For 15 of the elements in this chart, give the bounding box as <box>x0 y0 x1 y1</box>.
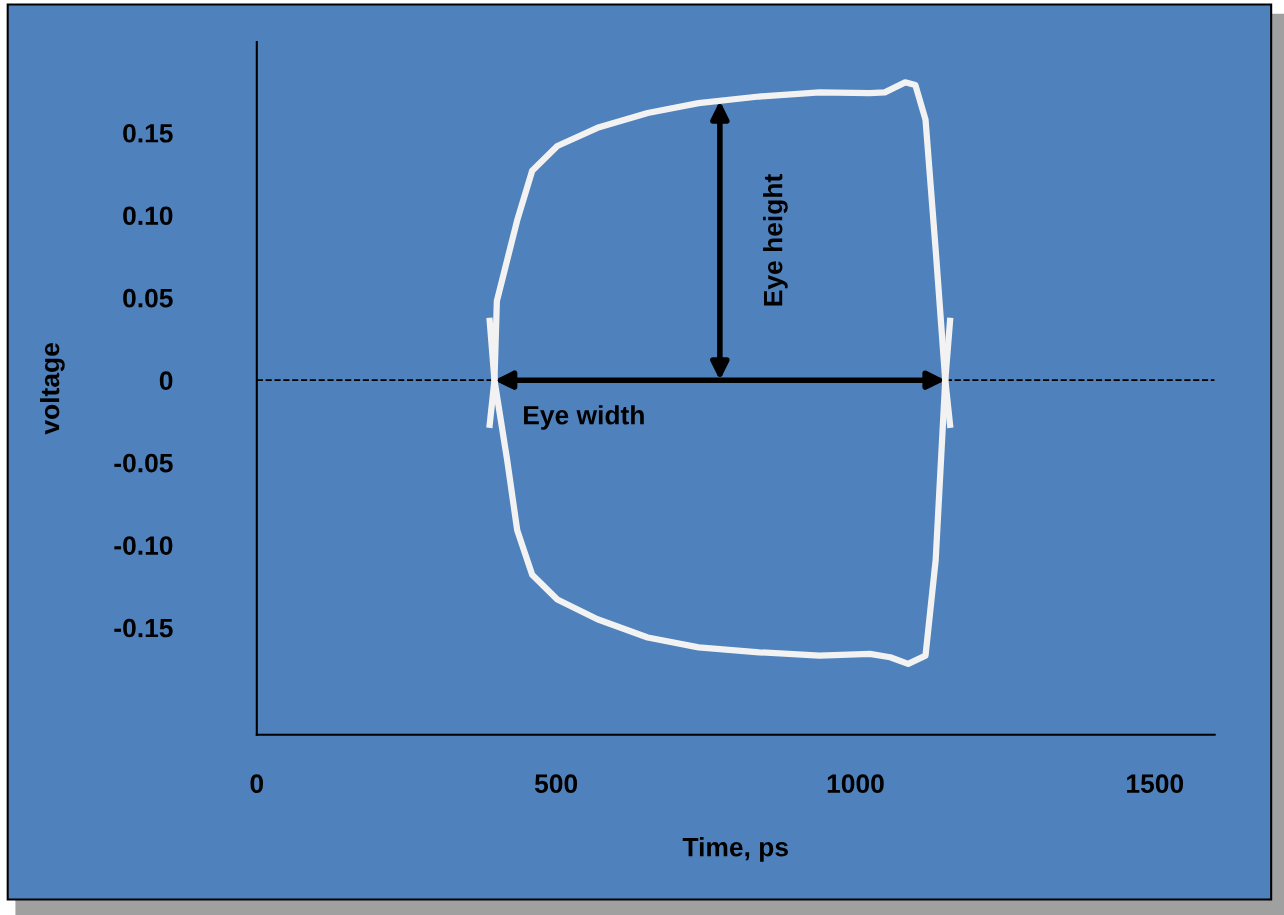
y-tick-label: 0.10 <box>123 206 173 226</box>
x-axis-title: Time, ps <box>682 837 788 862</box>
y-axis-title: voltage <box>40 343 65 435</box>
x-tick-label: 1500 <box>1127 774 1184 794</box>
y-tick-label: -0.15 <box>114 618 173 638</box>
annotation: Eye width <box>524 405 644 430</box>
x-tick-label: 0 <box>250 774 264 794</box>
x-tick-label: 1000 <box>827 774 884 794</box>
y-tick-label: 0.05 <box>123 288 173 308</box>
y-tick-label: -0.10 <box>114 536 173 555</box>
x-tick-label: 500 <box>534 774 578 794</box>
y-tick-label: 0.15 <box>123 123 173 143</box>
y-tick-label: -0.05 <box>114 453 173 473</box>
annotation: Eye height <box>763 174 788 306</box>
y-tick-label: 0 <box>159 371 173 390</box>
